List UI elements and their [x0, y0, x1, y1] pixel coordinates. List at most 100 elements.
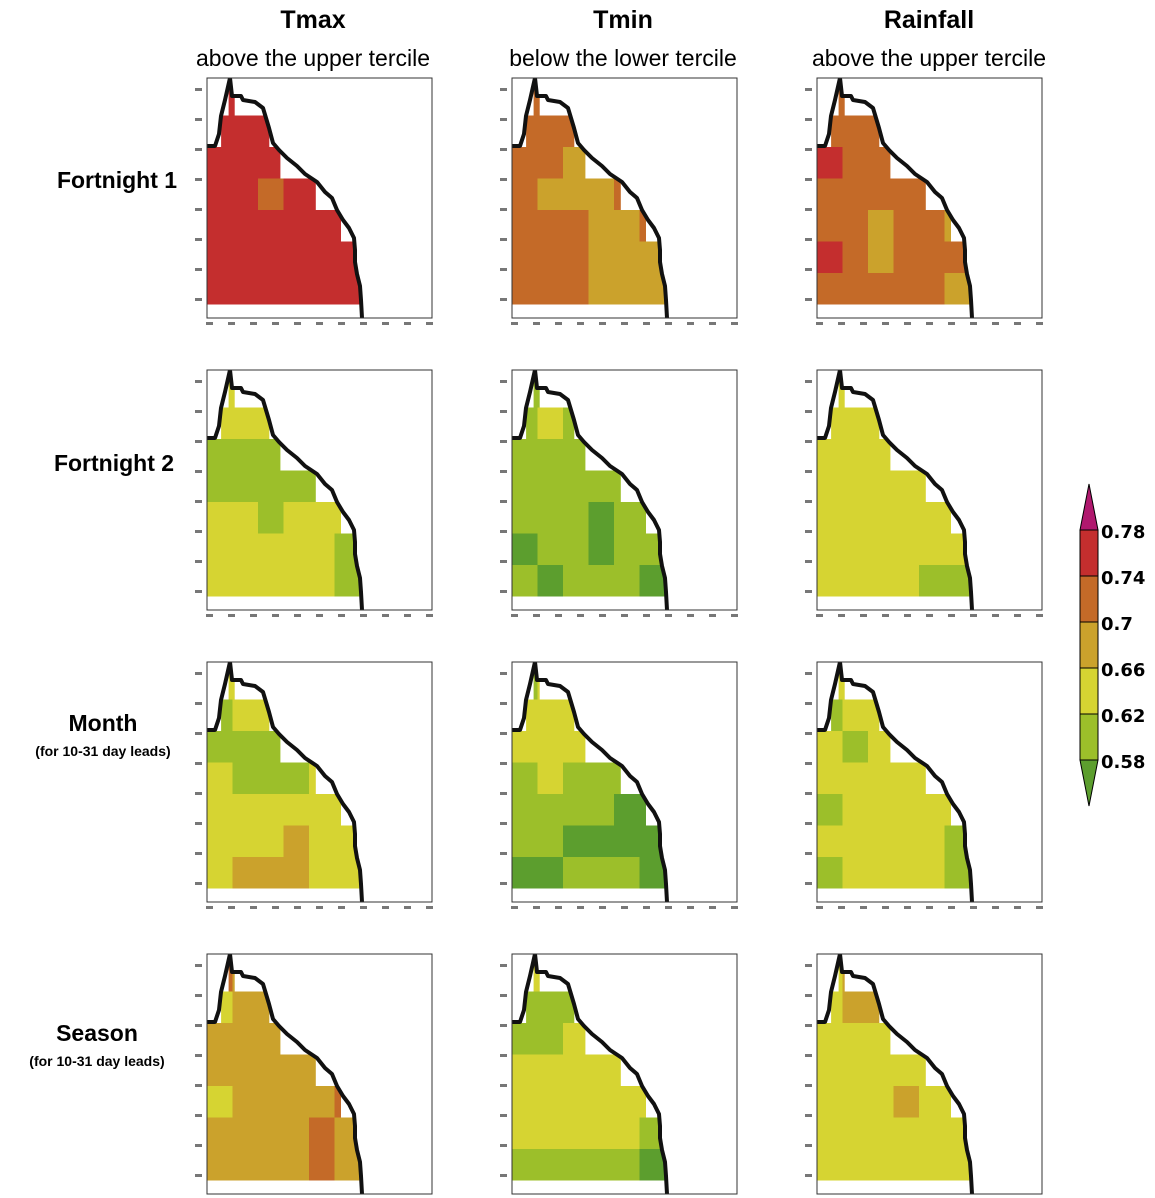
grid-cell [639, 565, 665, 597]
gulf-coastline [817, 953, 842, 1024]
grid-cell [537, 147, 563, 179]
grid-cell [309, 565, 335, 597]
grid-cell [309, 470, 316, 502]
grid-cell [817, 241, 843, 273]
grid-cell [207, 762, 233, 794]
grid-cell [283, 1054, 309, 1086]
grid-cell [232, 825, 258, 857]
grid-cell [614, 1117, 640, 1149]
grid-cell [232, 147, 258, 179]
grid-cell [842, 273, 868, 305]
grid-cell [944, 794, 951, 826]
grid-cell [563, 794, 589, 826]
grid-cell [563, 533, 589, 565]
grid-cell [817, 565, 843, 597]
grid-cell [893, 825, 919, 857]
grid-cell [588, 178, 614, 210]
grid-cell [893, 533, 919, 565]
grid-cell [817, 1023, 843, 1055]
grid-cell [614, 565, 640, 597]
grid-cell [563, 762, 589, 794]
colorbar-label-1: 0.74 [1101, 568, 1145, 589]
grid-cell [258, 762, 284, 794]
coastline [533, 369, 669, 611]
grid-cell [526, 407, 538, 439]
grid-cell [893, 565, 919, 597]
grid-cell [512, 762, 538, 794]
grid-cell [207, 857, 233, 889]
grid-cell [842, 1054, 868, 1086]
grid-cell [868, 533, 894, 565]
map-panel-season-tmin [500, 953, 738, 1195]
map-panel-fortnight-1-rainfall [805, 77, 1043, 325]
grid-cell [563, 115, 575, 147]
grid-cell [334, 794, 341, 826]
grid-cell [868, 857, 894, 889]
gulf-coastline [512, 77, 537, 148]
grid-cell [537, 115, 563, 147]
grid-cell [258, 470, 284, 502]
grid-cell [221, 407, 233, 439]
grid-cell [893, 470, 919, 502]
grid-cell [512, 825, 538, 857]
grid-cell [817, 731, 843, 763]
grid-cell [639, 825, 664, 857]
grid-cell [232, 210, 258, 242]
grid-cell [614, 210, 640, 242]
grid-cell [526, 115, 538, 147]
grid-cell [207, 1023, 233, 1055]
grid-cell [817, 210, 843, 242]
coastline [533, 661, 669, 903]
grid-cell [232, 960, 235, 992]
grid-cell [512, 1149, 538, 1181]
grid-cell [283, 857, 309, 889]
grid-cell [563, 407, 575, 439]
grid-cell [207, 794, 233, 826]
grid-cell [563, 1054, 589, 1086]
grid-cell [639, 502, 646, 534]
grid-cell [309, 273, 335, 305]
grid-cell [919, 762, 926, 794]
grid-cell [563, 699, 575, 731]
coastline [838, 661, 974, 903]
grid-cell [842, 1117, 868, 1149]
grid-cell [207, 439, 233, 471]
grid-cell [868, 210, 894, 242]
grid-cell [639, 857, 665, 889]
grid-cell [232, 1086, 258, 1118]
grid-cell [893, 1117, 919, 1149]
grid-cell [221, 991, 233, 1023]
grid-cell [512, 1054, 538, 1086]
grid-cell [537, 470, 563, 502]
grid-cell [228, 84, 233, 116]
grid-cell [919, 825, 945, 857]
grid-cell [258, 1149, 284, 1181]
grid-cell [334, 1149, 360, 1181]
grid-cell [842, 825, 868, 857]
grid-cell [232, 407, 258, 439]
map-panel-fortnight-1-tmin [500, 77, 738, 325]
grid-cell [537, 731, 563, 763]
grid-cell [868, 241, 894, 273]
grid-cell [919, 565, 945, 597]
colorbar-bin [1079, 529, 1099, 577]
grid-cell [588, 1117, 614, 1149]
grid-cell [207, 1117, 233, 1149]
grid-cell [842, 470, 868, 502]
gulf-coastline [512, 661, 537, 732]
grid-cell [207, 470, 233, 502]
grid-cell [512, 178, 538, 210]
grid-cell [207, 731, 233, 763]
grid-cell [232, 178, 258, 210]
grid-cell [944, 565, 970, 597]
grid-cell [868, 178, 894, 210]
grid-cell [588, 1149, 614, 1181]
row-sublabel-season: (for 10-31 day leads) [29, 1053, 165, 1069]
grid-cell [842, 731, 868, 763]
grid-cell [919, 1117, 945, 1149]
grid-cell [817, 147, 843, 179]
grid-cell [838, 84, 843, 116]
grid-cell [817, 178, 843, 210]
grid-cell [838, 376, 843, 408]
grid-cell [563, 439, 586, 471]
